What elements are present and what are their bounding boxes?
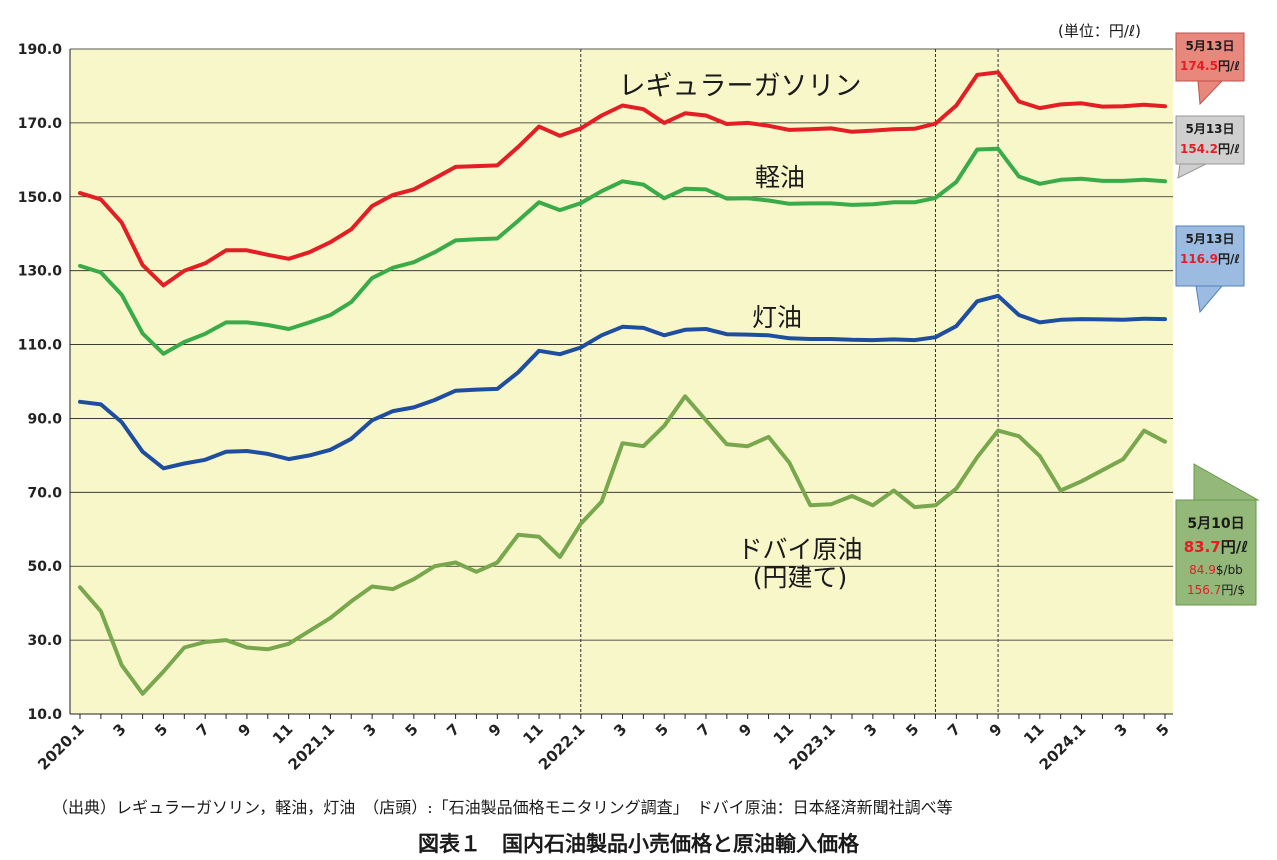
callout-number: 84.9 <box>1189 563 1216 577</box>
y-tick-label: 190.0 <box>18 42 63 58</box>
x-tick-label: 3 <box>610 720 630 740</box>
unit-label: (単位：円/ℓ) <box>1058 22 1141 40</box>
callout-box-3 <box>1175 225 1245 287</box>
series-label-3: 灯油 <box>752 303 802 332</box>
callout-number: 154.2 <box>1180 142 1218 156</box>
callout-date: 5月10日 <box>1187 516 1244 532</box>
callout-extra-1: 84.9$/bb <box>1189 563 1243 577</box>
callout-pointer-4 <box>1193 463 1260 501</box>
callout-date: 5月13日 <box>1185 39 1234 53</box>
callout-date: 5月13日 <box>1185 232 1234 246</box>
x-tick-label: 3 <box>861 720 881 740</box>
callout-extra-2: 156.7円/$ <box>1187 583 1245 597</box>
callout-number: 174.5 <box>1180 59 1218 73</box>
y-tick-label: 130.0 <box>18 264 63 280</box>
callout-box-4 <box>1175 499 1257 606</box>
series-line-2 <box>78 146 1167 356</box>
callout-pointer-1 <box>1197 80 1224 106</box>
x-tick-label: 2021.1 <box>285 720 339 774</box>
x-tick-label: 5 <box>902 720 922 740</box>
callout-date: 5月13日 <box>1185 122 1234 136</box>
series-label-4: ドバイ原油 <box>737 535 862 564</box>
callout-unit: 円/ℓ <box>1218 142 1240 156</box>
x-tick-label: 3 <box>109 720 129 740</box>
x-tick-label: 5 <box>151 720 171 740</box>
callout-value: 154.2円/ℓ <box>1180 142 1240 156</box>
y-tick-label: 150.0 <box>18 190 63 206</box>
callout-value: 83.7円/ℓ <box>1184 538 1249 556</box>
callout-unit: $/bb <box>1216 563 1243 577</box>
series-line-3 <box>78 293 1167 471</box>
x-tick-label: 7 <box>443 720 463 740</box>
callout-box-2 <box>1175 115 1245 165</box>
x-tick-label: 5 <box>402 720 422 740</box>
x-tick-label: 5 <box>1153 720 1173 740</box>
y-tick-label: 10.0 <box>27 707 62 723</box>
x-tick-label: 9 <box>235 720 255 740</box>
callout-pointer-3 <box>1195 285 1224 314</box>
y-tick-label: 30.0 <box>27 633 62 649</box>
callout-unit: 円/ℓ <box>1218 252 1240 266</box>
x-tick-label: 9 <box>735 720 755 740</box>
x-tick-label: 7 <box>694 720 714 740</box>
x-tick-label: 5 <box>652 720 672 740</box>
x-tick-label: 11 <box>1020 720 1047 747</box>
x-tick-label: 7 <box>193 720 213 740</box>
plot-area <box>70 49 1173 714</box>
x-tick-label: 11 <box>519 720 546 747</box>
y-tick-label: 110.0 <box>18 338 63 354</box>
x-tick-label: 3 <box>1111 720 1131 740</box>
x-tick-label: 9 <box>986 720 1006 740</box>
x-tick-label: 9 <box>485 720 505 740</box>
callout-unit: 円/ℓ <box>1221 538 1249 556</box>
callout-number: 156.7 <box>1187 583 1221 597</box>
series-line-4 <box>78 394 1167 696</box>
x-tick-label: 11 <box>770 720 797 747</box>
series-label-2: 軽油 <box>755 163 805 192</box>
callout-box-1 <box>1175 32 1245 82</box>
source-note: （出典）レギュラーガソリン，軽油，灯油 （店頭）:「石油製品価格モニタリング調査… <box>52 798 953 817</box>
series-label-1: レギュラーガソリン <box>619 71 862 102</box>
x-tick-label: 2022.1 <box>535 720 589 774</box>
callout-value: 116.9円/ℓ <box>1180 252 1240 266</box>
y-tick-label: 50.0 <box>27 559 62 575</box>
x-tick-label: 7 <box>944 720 964 740</box>
y-tick-label: 170.0 <box>18 116 63 132</box>
series-label-4: (円建て) <box>753 563 848 592</box>
x-tick-label: 3 <box>360 720 380 740</box>
figure-caption: 図表１ 国内石油製品小売価格と原油輸入価格 <box>418 832 859 856</box>
callout-unit: 円/$ <box>1221 583 1245 597</box>
price-chart: 190.0 170.0 150.0 130.0 110.0 90.0 70.0 50.0 30.… <box>18 32 1260 774</box>
callout-number: 116.9 <box>1180 252 1218 266</box>
callout-number: 83.7 <box>1184 538 1221 556</box>
y-tick-label: 70.0 <box>27 485 62 501</box>
x-tick-label: 2023.1 <box>785 720 839 774</box>
callout-unit: 円/ℓ <box>1218 59 1240 73</box>
y-tick-label: 90.0 <box>27 411 62 427</box>
x-tick-label: 11 <box>269 720 296 747</box>
series-line-1 <box>78 70 1167 288</box>
callout-value: 174.5円/ℓ <box>1180 59 1240 73</box>
callout-pointer-2 <box>1177 163 1207 179</box>
x-tick-label: 2024.1 <box>1036 720 1090 774</box>
x-tick-label: 2020.1 <box>34 720 88 774</box>
